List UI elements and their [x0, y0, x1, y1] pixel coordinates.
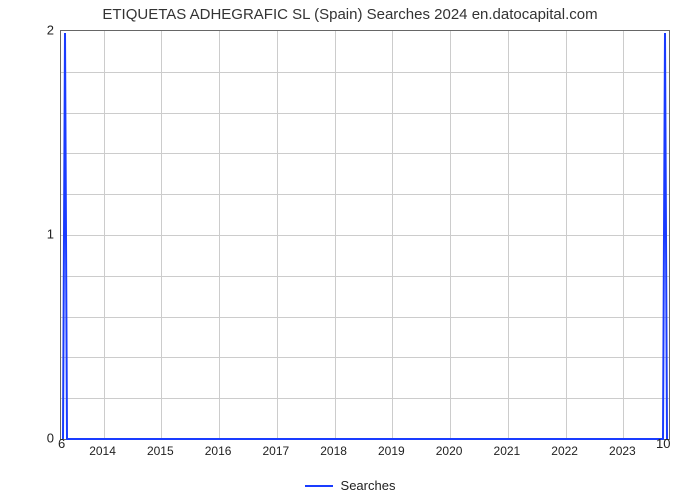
series-polyline [63, 33, 667, 439]
x-tick-label: 2019 [378, 444, 405, 458]
plot-area [60, 30, 670, 440]
legend-label: Searches [341, 478, 396, 493]
y-tick-label: 2 [14, 23, 54, 38]
chart-title: ETIQUETAS ADHEGRAFIC SL (Spain) Searches… [0, 6, 700, 23]
overlay-label-left: 6 [58, 436, 65, 451]
legend: Searches [0, 478, 700, 493]
x-tick-label: 2018 [320, 444, 347, 458]
x-tick-label: 2022 [551, 444, 578, 458]
x-tick-label: 2017 [262, 444, 289, 458]
series-line [61, 31, 669, 439]
x-tick-label: 2016 [205, 444, 232, 458]
x-tick-label: 2021 [494, 444, 521, 458]
overlay-label-right: 10 [656, 436, 670, 451]
x-tick-label: 2020 [436, 444, 463, 458]
legend-swatch [305, 485, 333, 487]
x-tick-label: 2015 [147, 444, 174, 458]
x-tick-label: 2014 [89, 444, 116, 458]
y-tick-label: 1 [14, 227, 54, 242]
x-tick-label: 2023 [609, 444, 636, 458]
y-tick-label: 0 [14, 431, 54, 446]
